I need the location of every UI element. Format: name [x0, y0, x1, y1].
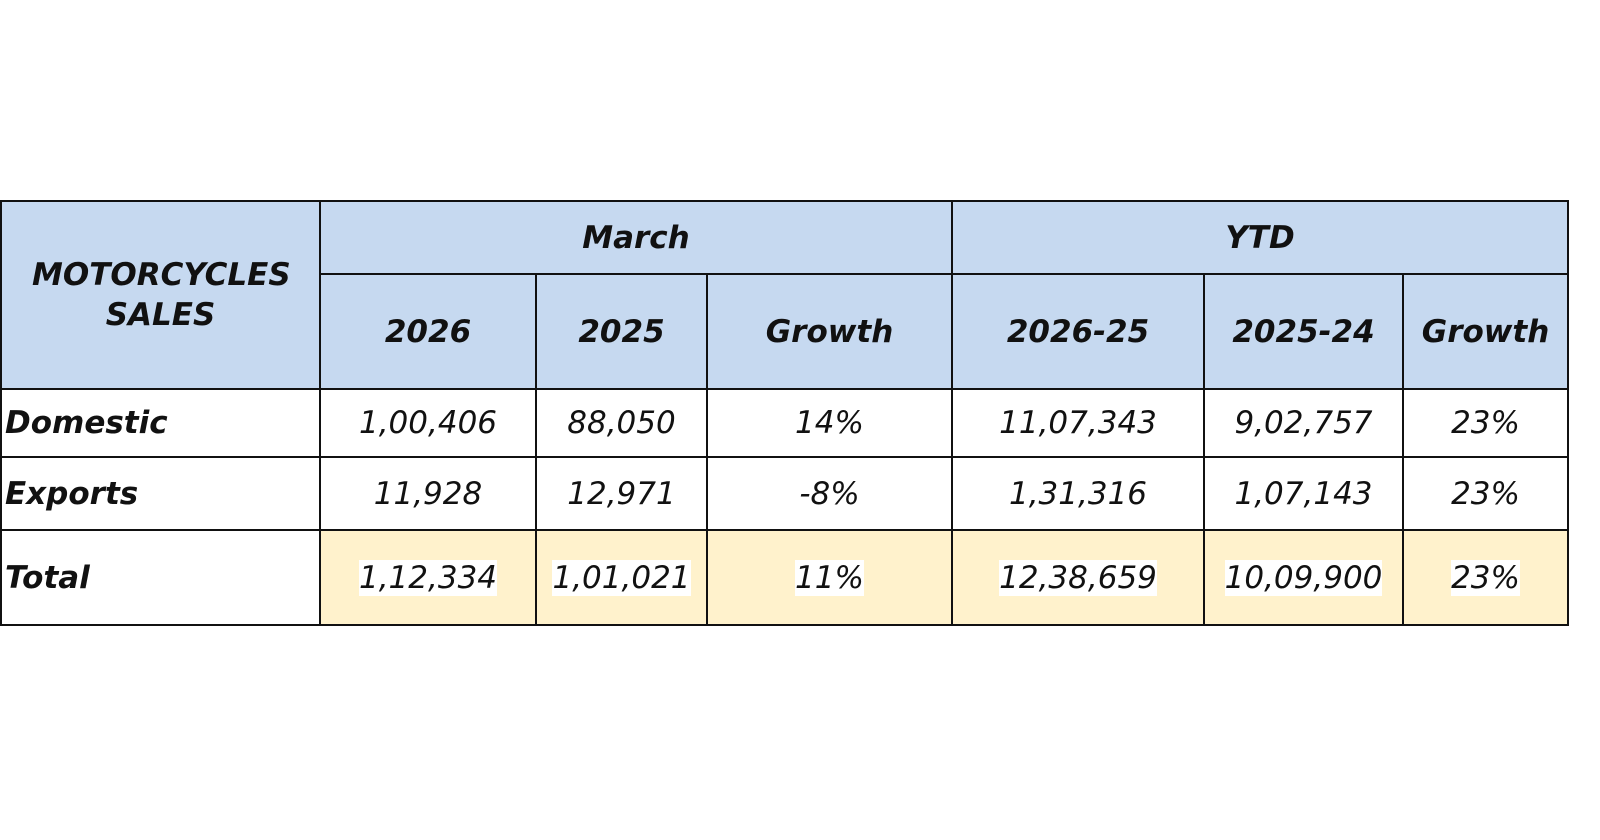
cell-value: 9,02,757	[1234, 405, 1373, 441]
column-header: 2026	[319, 273, 537, 390]
cell-value: -8%	[799, 475, 860, 512]
row-label: Total	[0, 529, 321, 626]
cell: 12,38,659	[951, 529, 1206, 626]
cell-value: 1,01,021	[552, 559, 691, 596]
cell: 1,01,021	[535, 529, 708, 626]
row-label: Domestic	[0, 388, 321, 458]
cell: 9,02,757	[1203, 388, 1405, 458]
cell-value: 11%	[795, 559, 864, 596]
cell-value: 23%	[1451, 405, 1520, 441]
cell-value: 14%	[795, 405, 864, 441]
column-header: 2026-25	[951, 273, 1206, 390]
column-header: 2025	[535, 273, 708, 390]
column-header: 2025-24	[1203, 273, 1405, 390]
cell: 23%	[1402, 388, 1570, 458]
sales-table: MOTORCYCLES SALES March YTD 2026 2025 Grow…	[0, 200, 1570, 626]
header-row: MOTORCYCLES SALES March YTD	[0, 200, 1570, 390]
cell: 1,07,143	[1203, 456, 1405, 531]
cell: -8%	[705, 456, 954, 531]
header-row: 2026 2025 Growth 2026-25 2025-24 Growth	[1, 273, 1570, 390]
cell: 23%	[1402, 456, 1570, 531]
data-row: Domestic 1,00,406 88,050 14% 11,07,343 9,02,7…	[0, 388, 1570, 458]
cell-value: 11,928	[373, 475, 483, 512]
data-row: Exports 11,928 12,971 -8% 1,31,316 1,07,143 23…	[0, 456, 1570, 531]
cell: 1,31,316	[951, 456, 1206, 531]
column-header: Growth	[1402, 273, 1570, 390]
column-header: Growth	[705, 273, 954, 390]
cell-value: 1,07,143	[1234, 475, 1373, 512]
group-header: March	[318, 200, 954, 275]
cell: 11,928	[319, 456, 537, 531]
cell-value: 10,09,900	[1224, 559, 1383, 596]
row-label: Exports	[0, 456, 321, 531]
group-header: YTD	[951, 200, 1570, 275]
cell-value: 12,38,659	[999, 559, 1157, 596]
cell: 10,09,900	[1203, 529, 1405, 626]
data-row: Total 1,12,334 1,01,021 11% 12,38,659 10,09,9…	[0, 529, 1570, 626]
cell: 11,07,343	[951, 388, 1206, 458]
cell-value: 1,31,316	[1008, 475, 1148, 512]
corner-header: MOTORCYCLES SALES	[0, 200, 321, 390]
cell-value: 12,971	[567, 475, 676, 512]
cell-value: 88,050	[567, 405, 676, 441]
cell: 1,00,406	[319, 388, 537, 458]
cell-value: 1,12,334	[358, 559, 498, 596]
cell-value: 23%	[1451, 559, 1520, 596]
cell: 88,050	[535, 388, 708, 458]
cell-value: 1,00,406	[358, 405, 498, 441]
cell: 23%	[1402, 529, 1570, 626]
cell: 1,12,334	[319, 529, 537, 626]
cell: 11%	[705, 529, 954, 626]
cell: 14%	[705, 388, 954, 458]
cell-value: 11,07,343	[999, 405, 1157, 441]
cell-value: 23%	[1451, 475, 1520, 512]
cell: 12,971	[535, 456, 708, 531]
